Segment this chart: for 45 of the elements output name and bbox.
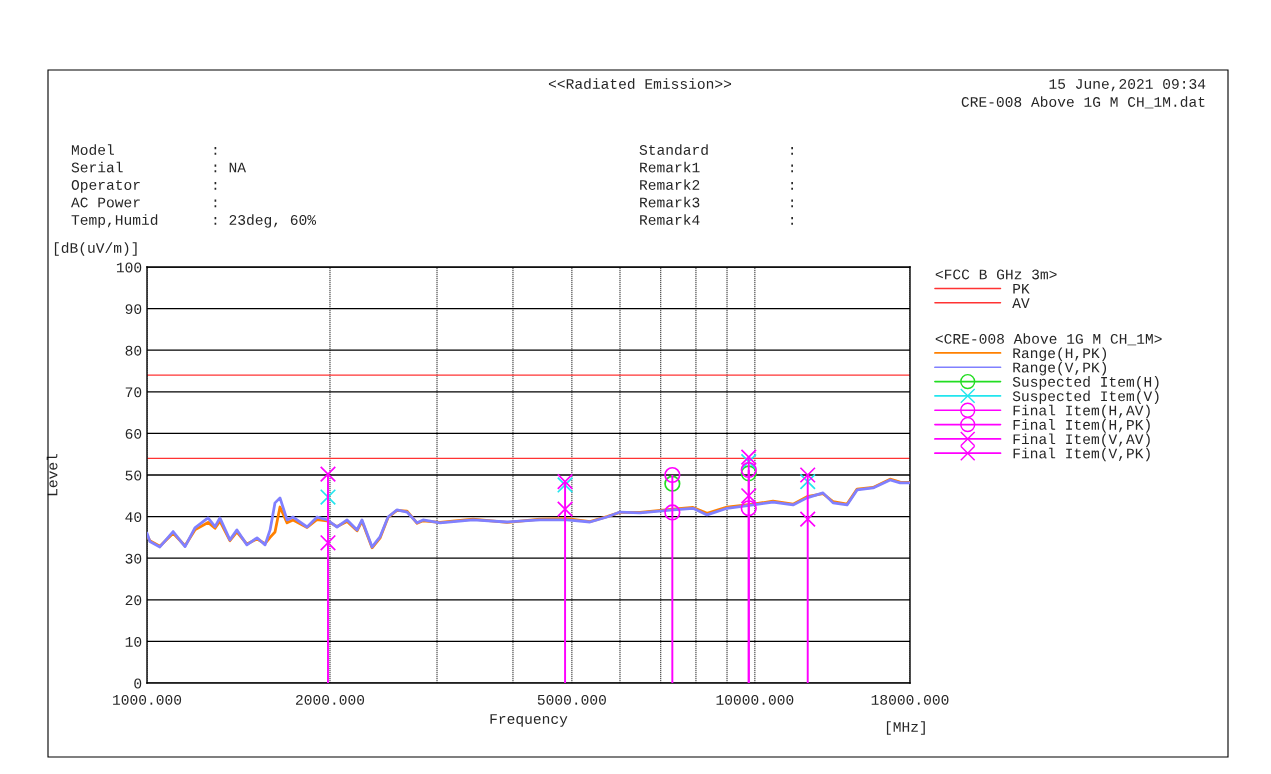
y-tick-label: 60 [125,428,142,439]
x-tick-label: 18000.000 [871,694,949,705]
legend-label: Range(H,PK) [1013,347,1107,362]
y-tick-label: 50 [125,470,142,481]
y-tick-label: 40 [125,512,142,523]
text: Temp,Humid : 23deg, 60% [71,214,317,228]
y-tick-label: 0 [134,678,142,689]
text: Model : [71,144,217,155]
text: Standard : [639,144,793,155]
text: <CRE-008 Above 1G M CH_1M> [935,333,1162,346]
y-tick-label: 70 [125,387,142,398]
legend-label: Suspected Item(V) [1012,390,1159,405]
legend-label: Final Item(V,PK) [1013,447,1150,462]
y-tick-label: 10 [125,636,142,647]
legend-title: <FCC B GHz 3m> [935,269,1057,280]
x-tick-label: 5000.000 [537,694,606,705]
text: [dB(uV/m)] [54,242,137,256]
legend-label: AV [1012,298,1030,308]
legend-label: PK [1013,283,1030,294]
y-tick-label: 100 [116,262,142,273]
y-tick-label: 20 [125,595,142,606]
y-tick-label: 80 [125,345,142,356]
text: Remark1 : [640,161,793,173]
text: Remark3 : [640,196,793,208]
text: AC Power : [71,197,217,208]
x-axis-title: Frequency [490,714,568,727]
y-axis-title: Level [46,453,58,496]
text: CRE-008 Above 1G M CH_1M.dat [961,96,1205,109]
legend-label: Suspected Item(H) [1012,376,1159,390]
legend-label: Final Item(H,AV) [1013,404,1150,419]
y-tick-label: 90 [125,304,142,315]
x-tick-label: 10000.000 [716,694,794,705]
legend-label: Final Item(V,AV) [1013,433,1150,448]
text: Operator : [71,180,217,193]
legend-label: Range(V,PK) [1013,361,1107,376]
text: [MHz] [886,721,925,735]
legend-label: Final Item(H,PK) [1013,419,1150,433]
text: Remark4 : [640,214,793,225]
text: 15 June,2021 09:34 [1049,79,1206,92]
text: Serial : NA [71,161,247,173]
x-tick-label: 2000.000 [295,694,365,705]
text: Remark2 : [640,179,793,190]
x-tick-label: 1000.000 [113,694,182,705]
y-tick-label: 30 [125,553,142,564]
chart-title: <<Radiated Emission>> [548,78,732,89]
